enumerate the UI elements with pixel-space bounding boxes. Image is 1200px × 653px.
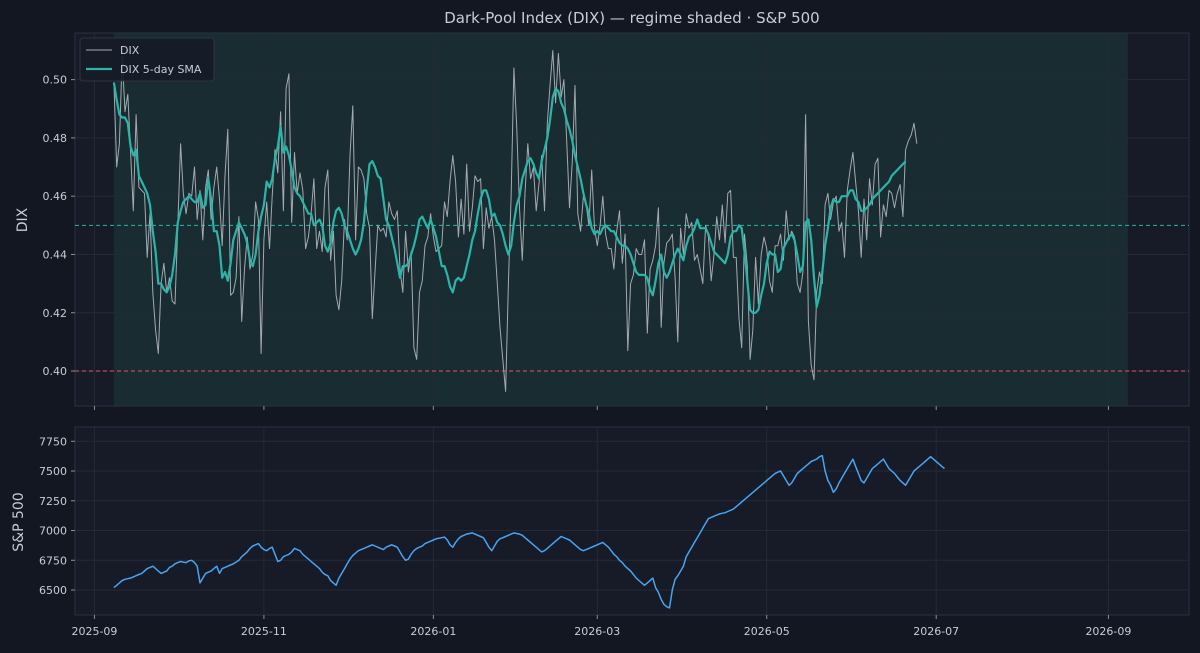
spx-ytick-label: 6750	[39, 554, 67, 567]
regime-shade	[113, 33, 1128, 406]
spx-ytick-label: 7000	[39, 525, 67, 538]
xtick-label: 2026-09	[1085, 625, 1131, 638]
series-line-s-p-500	[113, 454, 945, 609]
spx-plot-area	[74, 426, 1190, 616]
spx-ytick-label: 7750	[39, 435, 67, 448]
dix-axis-label: DIX	[15, 207, 31, 232]
xtick-label: 2026-05	[744, 625, 790, 638]
xtick-label: 2025-11	[241, 625, 287, 638]
dix-ytick-label: 0.48	[43, 132, 68, 145]
xtick-label: 2026-01	[410, 625, 456, 638]
xtick-label: 2025-09	[71, 625, 117, 638]
dix-ytick-label: 0.44	[43, 248, 68, 261]
legend: DIX DIX 5-day SMA	[79, 37, 215, 82]
xtick-label: 2026-07	[913, 625, 959, 638]
legend-label: DIX	[120, 44, 140, 57]
legend-box	[79, 37, 215, 82]
dix-ytick-label: 0.46	[43, 190, 68, 203]
dix-ytick-label: 0.50	[43, 74, 68, 87]
chart-title: Dark-Pool Index (DIX) — regime shaded · …	[444, 9, 819, 27]
dix-ytick-label: 0.42	[43, 307, 68, 320]
spx-axis-label: S&P 500	[11, 492, 27, 551]
xtick-label: 2026-03	[574, 625, 620, 638]
spx-ytick-label: 6500	[39, 584, 67, 597]
dix-ytick-label: 0.40	[43, 365, 68, 378]
spx-ytick-label: 7250	[39, 495, 67, 508]
spx-ytick-label: 7500	[39, 465, 67, 478]
series-line-dix-5-day-sma	[112, 82, 907, 314]
legend-label: DIX 5-day SMA	[120, 63, 202, 76]
